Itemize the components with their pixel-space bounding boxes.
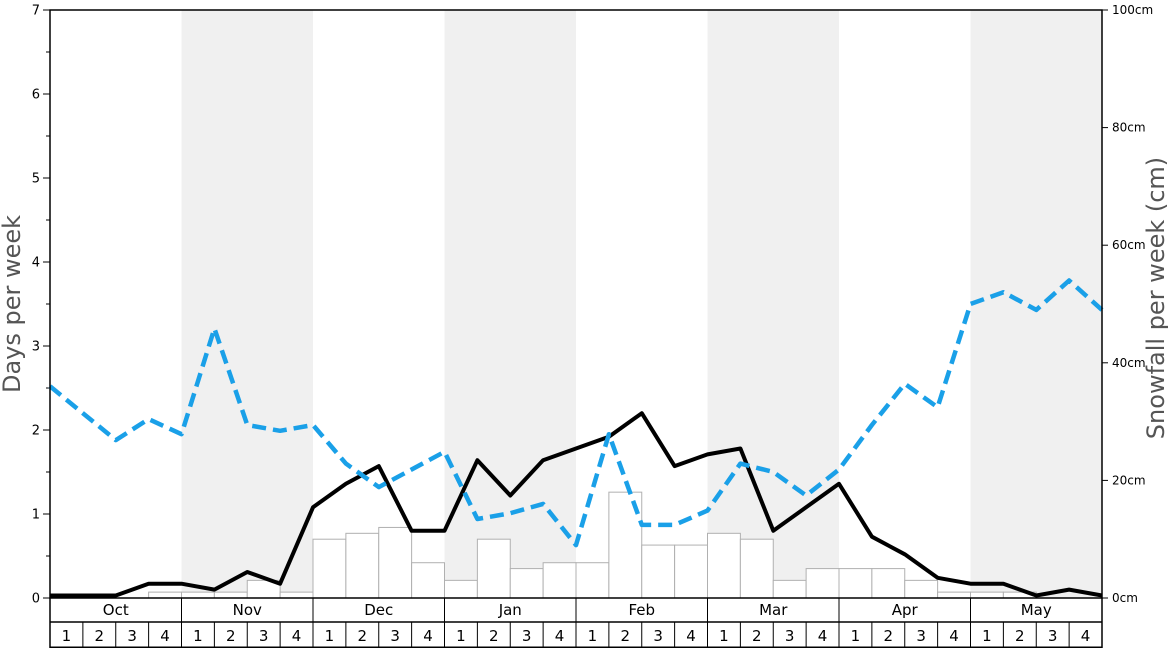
shade-nov <box>181 10 313 598</box>
snowfall-bar <box>674 544 708 599</box>
snowfall-bar <box>575 562 610 599</box>
snowfall-bar <box>739 538 774 599</box>
left-tick-label: 7 <box>32 4 40 19</box>
shade-mar <box>707 10 839 598</box>
week-label: 2 <box>358 627 368 645</box>
left-tick-label: 2 <box>32 424 40 439</box>
shade-jan <box>444 10 576 598</box>
snowfall-bar <box>937 591 971 599</box>
snowfall-bar <box>805 568 840 599</box>
week-label: 3 <box>916 627 926 645</box>
snowfall-bar <box>838 568 873 599</box>
snowfall-bar <box>542 562 577 599</box>
left-axis-title: Days per week <box>0 215 26 393</box>
snowfall-bar <box>444 579 478 599</box>
week-label: 3 <box>259 627 269 645</box>
snowfall-bar <box>345 532 380 599</box>
week-label: 2 <box>621 627 631 645</box>
month-label-jan: Jan <box>498 601 522 619</box>
week-label: 4 <box>423 627 433 645</box>
snowfall-bar <box>312 538 347 599</box>
week-label: 2 <box>1015 627 1025 645</box>
left-axis-labels: 0 1 2 3 4 5 6 7 <box>32 4 40 607</box>
week-label: 2 <box>95 627 105 645</box>
week-label: 4 <box>555 627 565 645</box>
snowfall-bar <box>378 526 413 599</box>
week-label: 4 <box>292 627 302 645</box>
right-tick-label: 0cm <box>1112 591 1138 605</box>
month-label-mar: Mar <box>759 601 788 619</box>
snowfall-bar <box>476 538 511 599</box>
right-tick-label: 40cm <box>1112 356 1146 370</box>
right-tick-label: 80cm <box>1112 121 1146 135</box>
week-label: 4 <box>160 627 170 645</box>
week-label: 3 <box>653 627 663 645</box>
week-label: 3 <box>127 627 137 645</box>
week-label: 1 <box>982 627 992 645</box>
right-tick-label: 60cm <box>1112 238 1146 252</box>
week-label: 2 <box>489 627 499 645</box>
week-label: 1 <box>456 627 466 645</box>
left-tick-label: 4 <box>32 256 40 271</box>
snowfall-bar <box>148 591 182 599</box>
snowfall-bar <box>181 591 215 599</box>
week-label: 1 <box>588 627 598 645</box>
snowfall-bar <box>970 591 1004 599</box>
right-tick-label: 20cm <box>1112 473 1146 487</box>
week-label: 1 <box>325 627 335 645</box>
snowfall-bar <box>509 568 544 599</box>
month-label-apr: Apr <box>892 601 919 619</box>
week-label: 1 <box>851 627 861 645</box>
dashed-series-line <box>48 278 1104 548</box>
snowfall-bar <box>904 579 939 599</box>
week-label: 2 <box>226 627 236 645</box>
week-label: 3 <box>390 627 400 645</box>
snowfall-bar <box>772 579 807 599</box>
snowfall-bar <box>213 591 248 599</box>
week-label: 4 <box>949 627 959 645</box>
week-label: 3 <box>522 627 532 645</box>
week-label: 1 <box>719 627 729 645</box>
month-label-feb: Feb <box>628 601 655 619</box>
shade-may <box>970 10 1102 598</box>
month-label-nov: Nov <box>233 601 262 619</box>
right-axis-labels: 0cm 20cm 40cm 60cm 80cm 100cm <box>1112 3 1153 605</box>
week-label: 2 <box>884 627 894 645</box>
solid-series-line <box>50 411 1103 598</box>
x-axis-table: Oct 1 2 3 4 Nov 1 2 3 4 Dec 1 2 3 4 Jan 1 2 3 4 Feb 1 2 3 4 Mar 1 2… <box>49 598 1103 648</box>
snowfall-bar <box>411 562 445 599</box>
right-tick-label: 100cm <box>1112 3 1153 17</box>
series-lines <box>48 278 1104 598</box>
week-label: 4 <box>818 627 828 645</box>
week-label: 1 <box>193 627 203 645</box>
snowfall-bars <box>148 491 1037 599</box>
month-label-oct: Oct <box>103 601 129 619</box>
left-tick-label: 0 <box>32 592 40 607</box>
right-axis-title: Snowfall per week (cm) <box>1142 157 1168 439</box>
week-label: 3 <box>785 627 795 645</box>
left-tick-label: 3 <box>32 340 40 355</box>
week-label: 1 <box>62 627 72 645</box>
snowfall-bar <box>641 544 676 599</box>
snowfall-bar <box>871 568 906 599</box>
left-tick-label: 5 <box>32 172 40 187</box>
week-label: 4 <box>1081 627 1091 645</box>
month-label-may: May <box>1021 601 1052 619</box>
left-tick-label: 6 <box>32 88 40 103</box>
week-label: 3 <box>1048 627 1058 645</box>
month-shading <box>181 10 1102 598</box>
left-tick-label: 1 <box>32 508 40 523</box>
week-label: 4 <box>686 627 696 645</box>
month-label-dec: Dec <box>364 601 393 619</box>
snowfall-bar <box>279 591 314 599</box>
week-label: 2 <box>752 627 762 645</box>
snowfall-bar <box>707 532 741 599</box>
